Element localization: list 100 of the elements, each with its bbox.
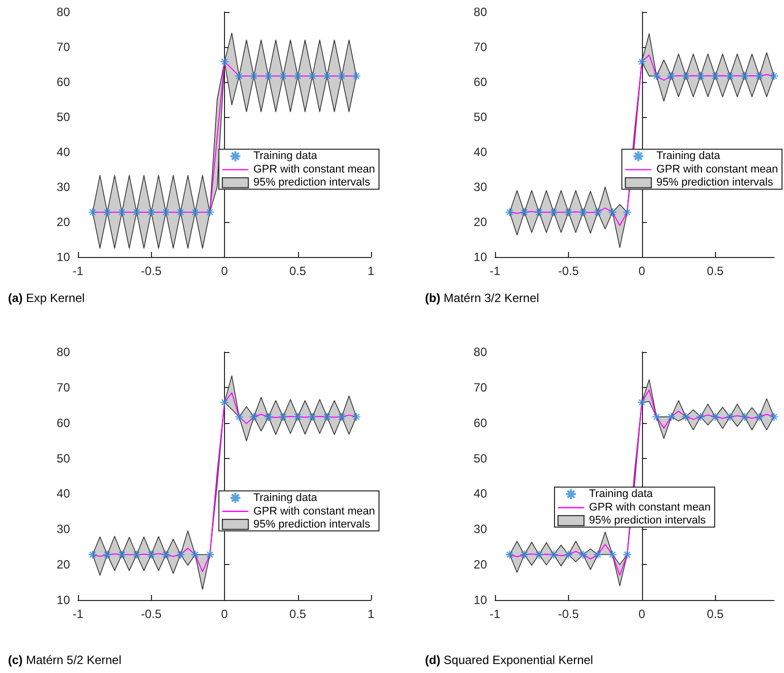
text: (c) Matérn 5/2 Kernel (8, 653, 122, 667)
x-tick-label: 1 (368, 607, 375, 621)
y-tick-label: 10 (474, 250, 488, 264)
point (264, 412, 274, 422)
point (622, 208, 632, 217)
point (88, 550, 98, 560)
point (520, 550, 529, 560)
point (754, 71, 764, 81)
point (696, 412, 706, 422)
point (249, 412, 258, 422)
legend-label: GPR with constant mean (253, 505, 376, 518)
point (564, 208, 574, 217)
point (308, 412, 317, 422)
point (190, 550, 200, 560)
y-tick-label: 30 (56, 522, 70, 536)
point (352, 71, 361, 81)
point (234, 71, 244, 81)
y-tick-label: 30 (56, 180, 70, 194)
point (754, 412, 764, 422)
point (593, 550, 602, 560)
point (681, 412, 690, 422)
point (710, 412, 720, 422)
point (578, 208, 588, 217)
y-tick-label: 10 (474, 593, 488, 607)
point (608, 208, 618, 217)
legend-label: GPR with constant mean (253, 164, 376, 176)
point (534, 550, 544, 560)
legend-label: Training data (253, 492, 318, 504)
point (725, 412, 735, 422)
y-tick-label: 60 (56, 75, 70, 89)
text: (b) Matérn 3/2 Kernel (425, 291, 540, 305)
point (88, 208, 98, 217)
legend-label: 95% prediction intervals (253, 176, 371, 189)
x-tick-label: -1 (72, 607, 84, 621)
y-tick-label: 80 (56, 5, 70, 19)
legend-label: Training data (589, 488, 654, 500)
y-tick-label: 40 (56, 145, 70, 159)
y-tick-label: 70 (56, 380, 70, 394)
y-tick-label: 70 (474, 40, 488, 54)
point (769, 71, 779, 81)
point (132, 550, 142, 560)
y-tick-label: 20 (56, 558, 70, 572)
point (696, 71, 706, 81)
point (322, 412, 332, 422)
point (293, 71, 302, 81)
x-tick-label: -1 (490, 607, 501, 621)
text: (d) Squared Exponential Kernel (425, 653, 594, 667)
legend-label: Training data (253, 150, 318, 162)
legend-label: Training data (656, 150, 722, 162)
point (234, 412, 244, 422)
y-tick-label: 80 (474, 5, 488, 19)
y-tick-label: 50 (474, 451, 488, 466)
point (102, 208, 112, 217)
point (666, 412, 676, 422)
point (505, 208, 514, 217)
point (176, 208, 186, 217)
point (637, 57, 646, 66)
y-tick-label: 20 (474, 558, 488, 572)
x-tick-label: 0 (221, 264, 228, 278)
y-tick-label: 50 (56, 451, 70, 466)
point (593, 208, 602, 217)
point (161, 550, 170, 560)
point (337, 71, 346, 81)
point (161, 208, 170, 217)
legend-label: GPR with constant mean (656, 164, 778, 176)
legend-label: GPR with constant mean (589, 502, 711, 514)
point (117, 550, 127, 560)
point (564, 550, 574, 560)
point (666, 71, 676, 81)
point (652, 71, 662, 81)
legend-label: 95% prediction intervals (656, 176, 774, 189)
y-tick-label: 50 (56, 110, 70, 124)
y-tick-label: 30 (474, 180, 488, 194)
x-tick-label: 0 (221, 607, 228, 621)
point (549, 550, 558, 560)
point (190, 208, 200, 217)
point (578, 550, 588, 560)
point (117, 208, 127, 217)
x-tick-label: 0.5 (706, 607, 724, 621)
x-tick-label: -0.5 (558, 264, 580, 278)
y-tick-label: 20 (474, 215, 488, 229)
point (278, 412, 288, 422)
y-tick-label: 60 (474, 75, 488, 89)
point (102, 550, 112, 560)
point (308, 71, 317, 81)
point (205, 550, 214, 560)
y-tick-label: 70 (474, 380, 488, 394)
y-tick-label: 60 (474, 416, 488, 430)
y-tick-label: 50 (474, 110, 488, 124)
point (725, 71, 735, 81)
x-tick-label: -0.5 (140, 264, 162, 278)
point (505, 550, 514, 560)
x-tick-label: 0.5 (706, 264, 724, 278)
y-tick-label: 70 (56, 40, 70, 54)
x-tick-label: -1 (490, 264, 501, 278)
y-tick-label: 20 (56, 215, 70, 229)
point (220, 57, 230, 66)
point (132, 208, 142, 217)
legend-label: 95% prediction intervals (589, 514, 706, 527)
point (637, 398, 646, 407)
